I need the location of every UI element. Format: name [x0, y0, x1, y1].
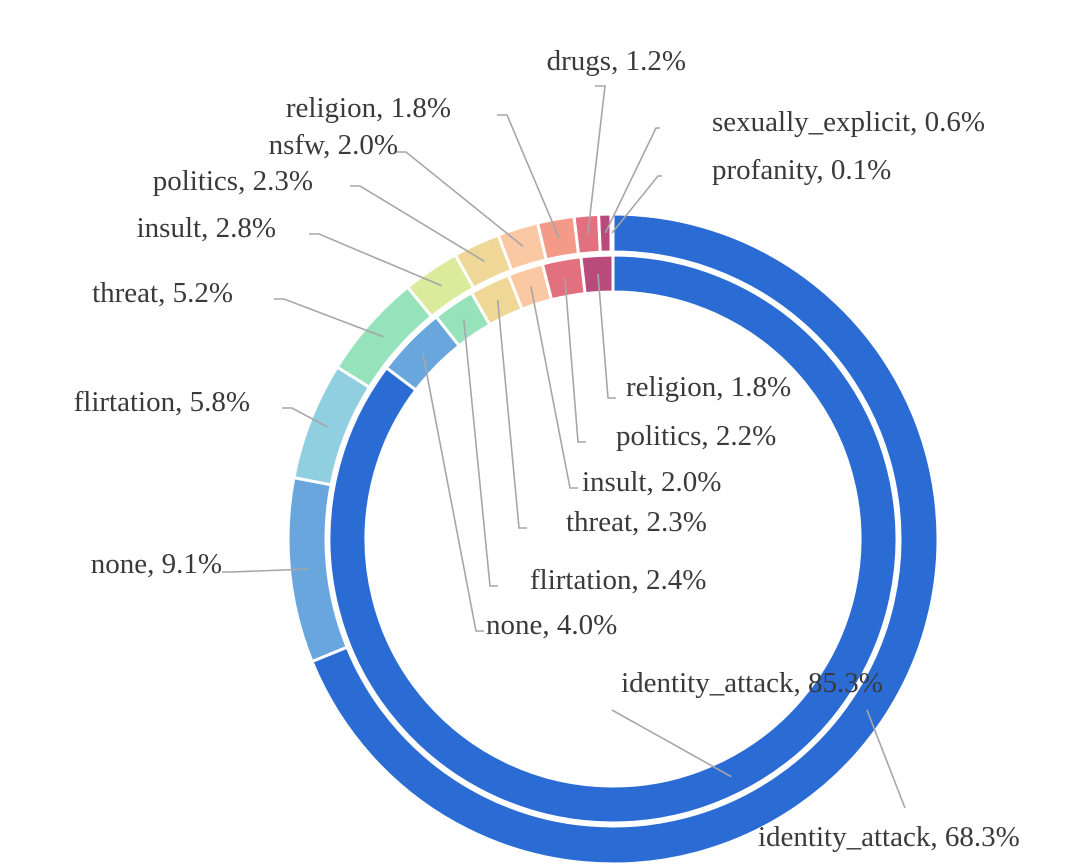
outer-label-nsfw: nsfw, 2.0%	[269, 129, 398, 161]
outer-leader-nsfw	[396, 151, 524, 248]
inner-label-none: none, 4.0%	[486, 609, 617, 641]
outer-leader-religion	[497, 114, 560, 239]
inner-label-insult: insult, 2.0%	[582, 466, 721, 498]
outer-ring	[286, 212, 940, 864]
outer-label-insult: insult, 2.8%	[137, 212, 276, 244]
inner-label-flirtation: flirtation, 2.4%	[530, 564, 706, 596]
outer-leader-identity-attack	[866, 709, 906, 809]
inner-leader-religion	[597, 273, 616, 399]
outer-leader-flirtation	[282, 407, 329, 428]
inner-leader-politics	[564, 277, 586, 443]
inner-label-politics: politics, 2.2%	[616, 420, 776, 452]
outer-leader-politics	[350, 185, 485, 263]
outer-leader-insult	[309, 233, 442, 287]
outer-leader-sexually-explicit	[604, 127, 660, 234]
inner-leader-identity-attack	[611, 709, 732, 778]
outer-slice-sexually-explicit	[597, 212, 613, 254]
outer-leader-none	[222, 568, 309, 573]
outer-label-sexually-explicit: sexually_explicit, 0.6%	[712, 106, 985, 138]
inner-label-threat: threat, 2.3%	[566, 506, 707, 538]
outer-label-profanity: profanity, 0.1%	[712, 154, 891, 186]
inner-label-identity-attack: identity_attack, 85.3%	[621, 667, 883, 699]
inner-ring	[327, 253, 899, 825]
inner-slice-politics	[540, 255, 587, 302]
outer-label-religion: religion, 1.8%	[286, 92, 451, 124]
outer-label-none: none, 9.1%	[91, 548, 222, 580]
inner-slice-identity-attack	[327, 253, 899, 825]
outer-label-drugs: drugs, 1.2%	[547, 45, 686, 77]
outer-label-identity-attack: identity_attack, 68.3%	[758, 821, 1020, 853]
outer-label-politics: politics, 2.3%	[153, 165, 313, 197]
outer-leader-profanity	[611, 175, 662, 234]
inner-leader-none	[422, 353, 484, 632]
outer-slice-identity-attack	[309, 212, 940, 864]
leader-lines	[222, 85, 906, 809]
outer-label-flirtation: flirtation, 5.8%	[74, 386, 250, 418]
inner-leader-threat	[496, 299, 527, 529]
inner-leader-insult	[530, 286, 578, 489]
outer-slice-profanity	[609, 212, 615, 254]
inner-slice-religion	[579, 253, 615, 296]
outer-slice-religion	[535, 214, 581, 262]
outer-label-threat: threat, 5.2%	[92, 277, 233, 309]
inner-label-religion: religion, 1.8%	[626, 371, 791, 403]
inner-leader-flirtation	[462, 319, 498, 587]
outer-slice-drugs	[572, 212, 602, 256]
outer-leader-threat	[274, 298, 384, 338]
outer-leader-drugs	[587, 85, 606, 235]
slice-labels: identity_attack, 68.3% none, 9.1% flirtati…	[74, 45, 1020, 853]
